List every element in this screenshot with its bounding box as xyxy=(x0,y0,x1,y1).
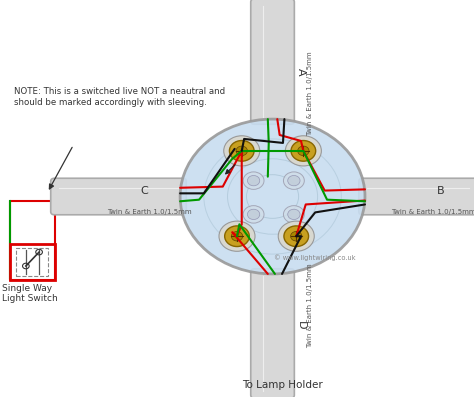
Bar xyxy=(16,248,48,276)
Circle shape xyxy=(247,175,260,186)
FancyBboxPatch shape xyxy=(251,269,294,397)
Text: A: A xyxy=(296,67,306,75)
Circle shape xyxy=(285,136,321,166)
FancyBboxPatch shape xyxy=(51,178,186,215)
Text: To Lamp Holder: To Lamp Holder xyxy=(242,380,322,390)
Circle shape xyxy=(288,209,300,220)
Text: Single Way
Light Switch: Single Way Light Switch xyxy=(2,284,58,303)
FancyBboxPatch shape xyxy=(359,178,474,215)
Text: © www.lightwiring.co.uk: © www.lightwiring.co.uk xyxy=(274,255,356,261)
Circle shape xyxy=(229,141,254,161)
Circle shape xyxy=(180,119,365,274)
Text: NOTE: This is a switched live NOT a neautral and
should be marked accordingly wi: NOTE: This is a switched live NOT a neau… xyxy=(14,87,225,107)
Circle shape xyxy=(247,209,260,220)
Circle shape xyxy=(243,172,264,189)
Circle shape xyxy=(236,146,247,156)
Text: Twin & Earth 1.0/1.5mm: Twin & Earth 1.0/1.5mm xyxy=(107,208,191,215)
FancyBboxPatch shape xyxy=(251,0,294,124)
Text: D: D xyxy=(296,321,306,330)
Text: C: C xyxy=(141,185,148,196)
Text: Twin & Earth 1.0/1.5mm: Twin & Earth 1.0/1.5mm xyxy=(392,208,474,215)
Text: Twin & Earth 1.0/1.5mm: Twin & Earth 1.0/1.5mm xyxy=(308,263,313,348)
Circle shape xyxy=(243,206,264,223)
Circle shape xyxy=(231,231,243,241)
Circle shape xyxy=(219,221,255,251)
Circle shape xyxy=(284,226,309,247)
Circle shape xyxy=(283,206,304,223)
Circle shape xyxy=(298,146,309,156)
Bar xyxy=(10,244,55,280)
Circle shape xyxy=(291,231,302,241)
Circle shape xyxy=(278,221,314,251)
Circle shape xyxy=(283,172,304,189)
Text: B: B xyxy=(437,185,445,196)
Circle shape xyxy=(224,136,260,166)
Circle shape xyxy=(288,175,300,186)
Text: Twin & Earth 1.0/1.5mm: Twin & Earth 1.0/1.5mm xyxy=(308,51,313,136)
Circle shape xyxy=(225,226,249,247)
Circle shape xyxy=(291,141,316,161)
